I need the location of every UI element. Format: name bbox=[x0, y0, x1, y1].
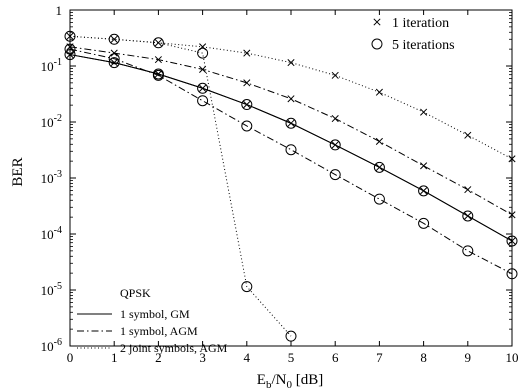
x-marker bbox=[375, 88, 383, 96]
circle-marker bbox=[152, 37, 164, 49]
x-marker bbox=[420, 108, 428, 116]
x-title-main: E bbox=[257, 372, 266, 388]
x-marker bbox=[154, 39, 162, 47]
x-tick-label: 7 bbox=[376, 350, 383, 365]
legend-title: QPSK bbox=[120, 286, 151, 300]
circle-marker bbox=[462, 210, 474, 222]
circle-marker bbox=[329, 139, 341, 151]
x-marker bbox=[199, 65, 207, 73]
legend-item-label: 5 iterations bbox=[392, 38, 455, 53]
x-marker bbox=[243, 49, 251, 57]
circle-marker bbox=[418, 217, 430, 229]
circle-marker bbox=[373, 193, 385, 205]
circle-marker bbox=[285, 144, 297, 156]
x-tick-label: 9 bbox=[465, 350, 472, 365]
legend-item-label: 1 symbol, AGM bbox=[120, 324, 198, 338]
data-series bbox=[64, 43, 518, 280]
legend-item-label: 1 iteration bbox=[392, 16, 449, 31]
x-marker bbox=[331, 115, 339, 123]
circle-marker bbox=[373, 161, 385, 173]
circle-marker bbox=[108, 33, 120, 45]
circle-marker bbox=[108, 57, 120, 69]
y-tick-label: 1 bbox=[56, 3, 63, 18]
x-tick-label: 4 bbox=[244, 350, 251, 365]
y-tick-label: 10-3 bbox=[41, 169, 62, 186]
series-line bbox=[69, 48, 513, 275]
series-layer bbox=[64, 30, 518, 342]
x-marker bbox=[420, 162, 428, 170]
x-marker bbox=[154, 56, 162, 64]
series-line bbox=[69, 35, 513, 160]
circle-marker bbox=[197, 82, 209, 94]
data-series bbox=[66, 51, 516, 245]
x-marker bbox=[375, 137, 383, 145]
circle-marker bbox=[197, 47, 209, 59]
circle-marker bbox=[197, 95, 209, 107]
data-series bbox=[64, 49, 518, 247]
legend: 1 iteration 5 iterations QPSK 1 symbol, GM 1… bbox=[77, 16, 455, 355]
x-tick-label: 8 bbox=[420, 350, 427, 365]
x-marker bbox=[110, 35, 118, 43]
x-tick-label: 6 bbox=[332, 350, 339, 365]
circle-marker bbox=[462, 245, 474, 257]
series-line bbox=[69, 54, 513, 242]
circle-marker bbox=[329, 169, 341, 181]
x-tick-label: 5 bbox=[288, 350, 295, 365]
circle-marker bbox=[152, 69, 164, 81]
data-series bbox=[64, 30, 297, 342]
x-marker bbox=[331, 71, 339, 79]
x-tick-label: 10 bbox=[506, 350, 519, 365]
x-title-sub2: 0 bbox=[286, 379, 292, 391]
circle-marker bbox=[241, 99, 253, 111]
x-marker bbox=[464, 131, 472, 139]
x-tick-label: 3 bbox=[199, 350, 206, 365]
x-title-slash: /N bbox=[271, 372, 286, 388]
circle-marker bbox=[371, 38, 383, 50]
y-tick-label: 10-1 bbox=[41, 57, 62, 74]
circle-marker bbox=[285, 117, 297, 129]
series-line bbox=[69, 54, 513, 242]
x-marker bbox=[464, 186, 472, 194]
x-axis-title: Eb/N0 [dB] bbox=[257, 372, 323, 391]
circle-marker bbox=[418, 185, 430, 197]
y-tick-label: 10-5 bbox=[41, 281, 62, 298]
x-title-sub1: b bbox=[266, 379, 272, 391]
y-axis-title: BER bbox=[10, 157, 26, 186]
y-tick-label: 10-4 bbox=[41, 225, 62, 242]
data-series bbox=[66, 43, 516, 219]
legend-item-label: 1 symbol, GM bbox=[120, 307, 190, 321]
x-marker bbox=[287, 59, 295, 67]
x-tick-label: 2 bbox=[155, 350, 162, 365]
series-line bbox=[69, 46, 513, 216]
x-marker bbox=[373, 18, 381, 26]
x-marker bbox=[110, 49, 118, 57]
x-marker bbox=[243, 79, 251, 87]
circle-marker bbox=[108, 53, 120, 65]
y-tick-label: 10-2 bbox=[41, 113, 62, 130]
axes: 0 1 2 3 4 5 6 7 8 9 10 1 10-1 10-2 10-3 10-4 10-5 10-6 bbox=[41, 3, 519, 365]
circle-marker bbox=[241, 281, 253, 293]
x-tick-label: 0 bbox=[67, 350, 74, 365]
x-title-tail: [dB] bbox=[292, 372, 323, 388]
legend-item-label: 2 joint symbols, AGM bbox=[120, 341, 228, 355]
x-tick-label: 1 bbox=[111, 350, 118, 365]
x-marker bbox=[287, 95, 295, 103]
y-tick-label: 10-6 bbox=[41, 337, 62, 354]
circle-marker bbox=[241, 120, 253, 132]
